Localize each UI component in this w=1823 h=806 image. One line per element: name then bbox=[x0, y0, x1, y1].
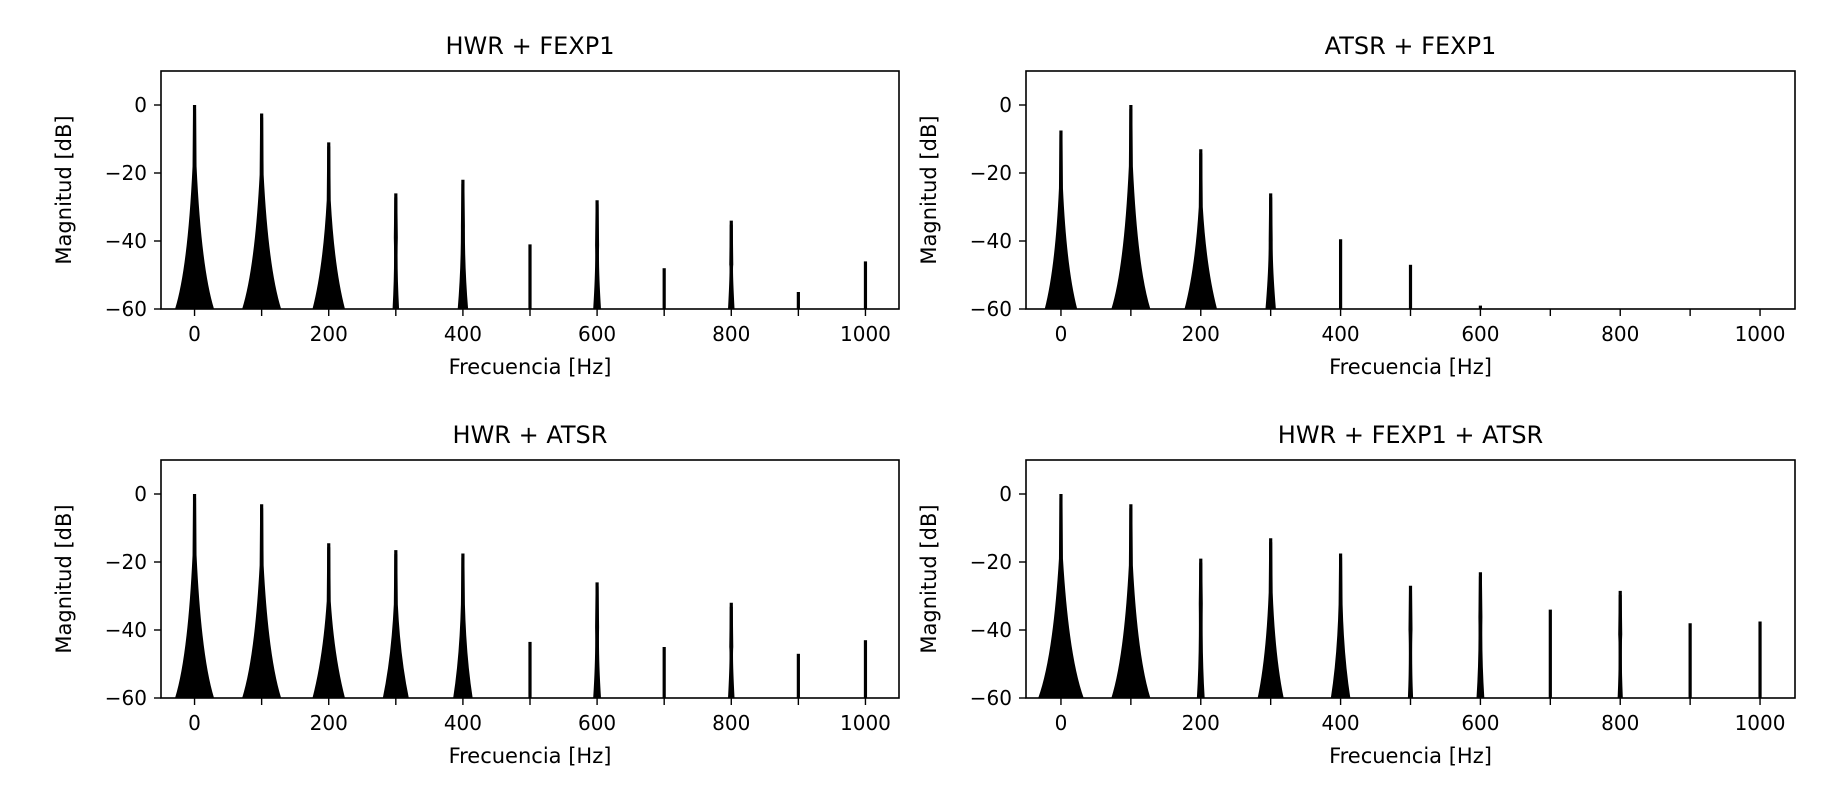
y-tick-label: −20 bbox=[970, 161, 1012, 185]
x-tick-label: 800 bbox=[712, 711, 750, 735]
subplot-3: HWR + ATSR 0 200 400 600 800 1000 0 −20 −40 −60 Fre… bbox=[52, 421, 900, 768]
subplot-1: HWR + FEXP1 0 200 400 600 800 1000 0 −20 −40 −60 Fr… bbox=[52, 32, 900, 379]
series-spectrum bbox=[175, 494, 868, 698]
subplot-4: HWR + FEXP1 + ATSR 0 200 400 600 800 1000 0 −20 −… bbox=[917, 421, 1796, 768]
y-tick-label: −60 bbox=[105, 686, 147, 710]
series-spectrum bbox=[175, 105, 868, 309]
subplot-2: ATSR + FEXP1 0 200 400 600 800 1000 0 −20 −40 −60 F… bbox=[917, 32, 1796, 379]
x-tick-label: 0 bbox=[1055, 322, 1068, 346]
x-tick-label: 1000 bbox=[840, 322, 891, 346]
y-tick-label: −40 bbox=[105, 229, 147, 253]
chart-title: HWR + FEXP1 + ATSR bbox=[1278, 421, 1543, 449]
y-tick-label: 0 bbox=[134, 482, 147, 506]
spectral-peak bbox=[453, 553, 473, 698]
x-tick-label: 400 bbox=[1321, 322, 1359, 346]
spectral-peak bbox=[312, 543, 345, 698]
spectral-peak bbox=[593, 200, 601, 309]
y-tick-label: 0 bbox=[999, 93, 1012, 117]
chart-title: HWR + FEXP1 bbox=[446, 32, 615, 60]
spectral-peak bbox=[382, 550, 409, 698]
x-tick-label: 800 bbox=[712, 322, 750, 346]
y-axis-label: Magnitud [dB] bbox=[52, 504, 76, 653]
x-tick-label: 1000 bbox=[840, 711, 891, 735]
spectral-peak bbox=[1044, 130, 1078, 309]
x-tick-label: 800 bbox=[1601, 711, 1639, 735]
x-tick-label: 200 bbox=[310, 322, 348, 346]
x-tick-label: 200 bbox=[310, 711, 348, 735]
y-tick-label: 0 bbox=[134, 93, 147, 117]
x-tick-label: 0 bbox=[188, 711, 201, 735]
spectral-peak bbox=[1038, 494, 1084, 698]
chart-title: ATSR + FEXP1 bbox=[1325, 32, 1497, 60]
y-tick-label: −20 bbox=[970, 550, 1012, 574]
y-tick-label: −40 bbox=[970, 229, 1012, 253]
spectral-peak bbox=[1265, 193, 1276, 309]
y-axis-label: Magnitud [dB] bbox=[917, 115, 941, 264]
spectral-peak bbox=[1257, 538, 1284, 698]
x-axis-label: Frecuencia [Hz] bbox=[449, 744, 612, 768]
spectral-peak bbox=[1407, 585, 1414, 698]
y-tick-label: −60 bbox=[105, 297, 147, 321]
y-tick-label: −40 bbox=[970, 618, 1012, 642]
series-spectrum bbox=[1038, 494, 1762, 698]
x-tick-label: 1000 bbox=[1735, 322, 1786, 346]
spectral-peak bbox=[392, 193, 400, 309]
spectral-peak bbox=[242, 113, 282, 309]
spectral-peak bbox=[1330, 553, 1351, 698]
x-tick-label: 400 bbox=[444, 711, 482, 735]
y-tick-label: −20 bbox=[105, 161, 147, 185]
x-axis-label: Frecuencia [Hz] bbox=[449, 355, 612, 379]
x-axis-label: Frecuencia [Hz] bbox=[1329, 744, 1492, 768]
spectral-peak bbox=[593, 582, 601, 698]
y-tick-label: −40 bbox=[105, 618, 147, 642]
x-tick-label: 800 bbox=[1601, 322, 1639, 346]
spectral-peak bbox=[312, 142, 345, 309]
spectral-peak bbox=[1617, 590, 1623, 698]
x-tick-label: 600 bbox=[578, 711, 616, 735]
y-tick-label: 0 bbox=[999, 482, 1012, 506]
y-tick-label: −60 bbox=[970, 297, 1012, 321]
spectral-peak bbox=[175, 494, 215, 698]
x-tick-label: 600 bbox=[578, 322, 616, 346]
spectral-peak bbox=[1111, 105, 1151, 309]
x-tick-label: 200 bbox=[1182, 322, 1220, 346]
x-tick-label: 400 bbox=[444, 322, 482, 346]
spectral-peak bbox=[1111, 504, 1151, 698]
spectral-peak bbox=[728, 602, 735, 698]
spectral-peak bbox=[242, 504, 282, 698]
y-tick-label: −20 bbox=[105, 550, 147, 574]
x-axis-label: Frecuencia [Hz] bbox=[1329, 355, 1492, 379]
x-tick-label: 600 bbox=[1461, 711, 1499, 735]
x-tick-label: 600 bbox=[1461, 322, 1499, 346]
x-tick-label: 0 bbox=[1055, 711, 1068, 735]
x-tick-label: 200 bbox=[1182, 711, 1220, 735]
x-tick-label: 0 bbox=[188, 322, 201, 346]
y-tick-label: −60 bbox=[970, 686, 1012, 710]
spectral-peak bbox=[728, 220, 735, 309]
spectral-peak bbox=[1196, 558, 1205, 698]
x-tick-label: 1000 bbox=[1735, 711, 1786, 735]
spectral-peak bbox=[1184, 149, 1218, 309]
spectral-peak bbox=[457, 179, 469, 309]
x-tick-label: 400 bbox=[1321, 711, 1359, 735]
y-axis-label: Magnitud [dB] bbox=[52, 115, 76, 264]
y-axis-label: Magnitud [dB] bbox=[917, 504, 941, 653]
chart-title: HWR + ATSR bbox=[453, 421, 608, 449]
spectral-peak bbox=[1476, 572, 1485, 698]
series-spectrum bbox=[1044, 105, 1483, 309]
spectral-peak bbox=[175, 105, 215, 309]
